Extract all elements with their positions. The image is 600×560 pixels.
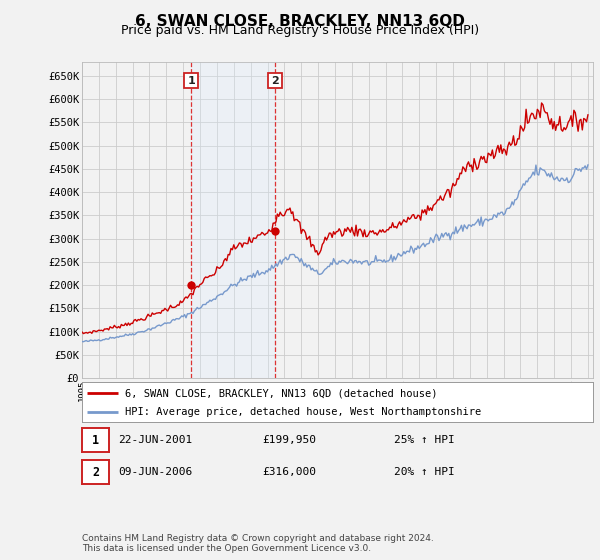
Text: 09-JUN-2006: 09-JUN-2006 <box>118 467 192 477</box>
Text: Contains HM Land Registry data © Crown copyright and database right 2024.
This d: Contains HM Land Registry data © Crown c… <box>82 534 434 553</box>
Text: 6, SWAN CLOSE, BRACKLEY, NN13 6QD (detached house): 6, SWAN CLOSE, BRACKLEY, NN13 6QD (detac… <box>125 388 438 398</box>
Text: £199,950: £199,950 <box>262 435 316 445</box>
Text: £316,000: £316,000 <box>262 467 316 477</box>
Text: 25% ↑ HPI: 25% ↑ HPI <box>394 435 455 445</box>
Text: Price paid vs. HM Land Registry's House Price Index (HPI): Price paid vs. HM Land Registry's House … <box>121 24 479 37</box>
Text: 1: 1 <box>187 76 195 86</box>
Text: 20% ↑ HPI: 20% ↑ HPI <box>394 467 455 477</box>
Text: 2: 2 <box>92 465 99 478</box>
Text: HPI: Average price, detached house, West Northamptonshire: HPI: Average price, detached house, West… <box>125 407 482 417</box>
Bar <box>191 62 275 378</box>
Text: 2: 2 <box>271 76 279 86</box>
Text: 22-JUN-2001: 22-JUN-2001 <box>118 435 192 445</box>
Text: 6, SWAN CLOSE, BRACKLEY, NN13 6QD: 6, SWAN CLOSE, BRACKLEY, NN13 6QD <box>135 14 465 29</box>
Text: 1: 1 <box>92 433 99 446</box>
